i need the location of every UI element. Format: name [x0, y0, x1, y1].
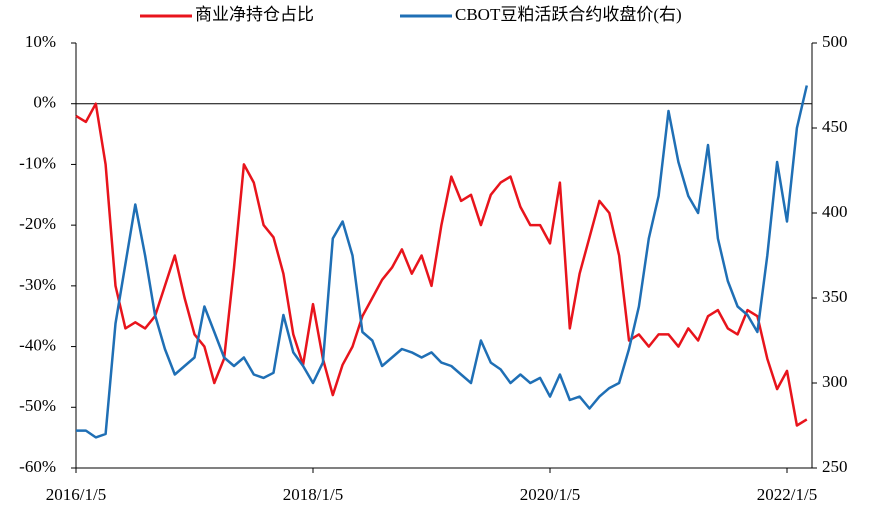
y-tick-label: -60% — [19, 457, 56, 476]
y2-tick-label: 400 — [822, 202, 848, 221]
y2-tick-label: 500 — [822, 32, 848, 51]
x-tick-label: 2016/1/5 — [46, 485, 106, 504]
y-tick-label: -30% — [19, 275, 56, 294]
series-line — [75, 102, 808, 427]
y2-tick-label: 300 — [822, 372, 848, 391]
y2-tick-label: 450 — [822, 117, 848, 136]
x-tick-label: 2022/1/5 — [757, 485, 817, 504]
x-tick-label: 2020/1/5 — [520, 485, 580, 504]
legend-label: CBOT豆粕活跃合约收盘价(右) — [455, 5, 682, 24]
y-tick-label: -20% — [19, 214, 56, 233]
y-tick-label: -40% — [19, 335, 56, 354]
series-line — [76, 85, 809, 439]
x-tick-label: 2018/1/5 — [283, 485, 343, 504]
y-tick-label: -50% — [19, 396, 56, 415]
y-tick-label: 0% — [33, 93, 56, 112]
y-tick-label: 10% — [25, 32, 56, 51]
y2-tick-label: 350 — [822, 287, 848, 306]
y2-tick-label: 250 — [822, 457, 848, 476]
y-tick-label: -10% — [19, 153, 56, 172]
legend-label: 商业净持仓占比 — [195, 5, 314, 24]
